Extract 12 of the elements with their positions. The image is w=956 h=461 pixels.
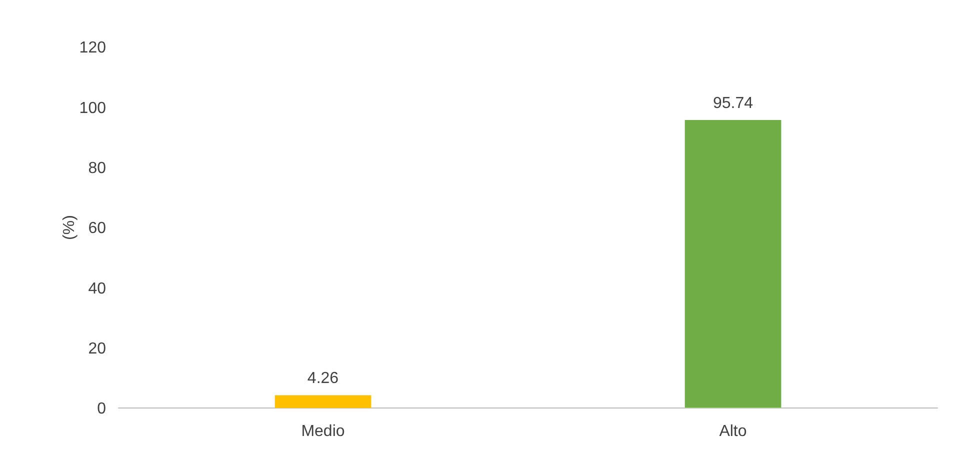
data-label: 95.74 xyxy=(712,94,754,112)
y-tick-label: 0 xyxy=(97,400,106,418)
y-tick-label: 60 xyxy=(88,220,106,238)
y-axis-title: (%) xyxy=(61,215,78,240)
y-tick-label: 40 xyxy=(88,280,106,298)
data-label: 4.26 xyxy=(307,370,339,388)
x-tick-label: Alto xyxy=(719,423,747,440)
x-tick-label: Medio xyxy=(301,423,345,440)
y-tick-label: 120 xyxy=(79,40,106,57)
y-tick-label: 100 xyxy=(79,100,106,117)
y-tick-label: 20 xyxy=(88,340,106,358)
y-tick-label: 80 xyxy=(88,160,106,177)
